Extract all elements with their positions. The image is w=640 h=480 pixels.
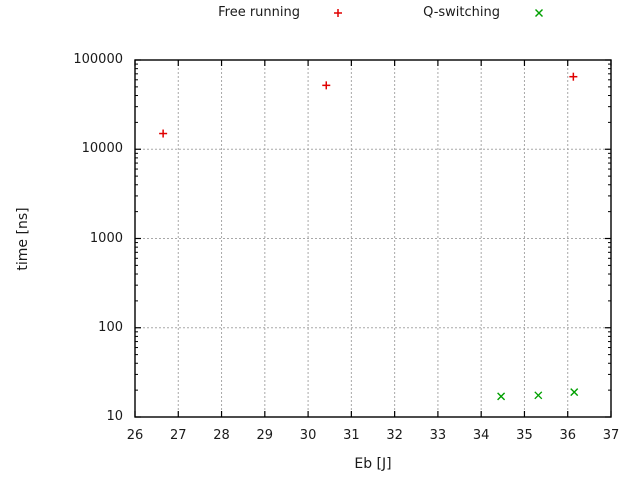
legend-label-q-switching: Q-switching xyxy=(423,5,500,20)
cross-marker-icon xyxy=(534,391,543,400)
x-tick-label: 37 xyxy=(602,428,620,443)
y-tick-label: 100000 xyxy=(73,52,123,67)
x-tick-label: 35 xyxy=(516,428,533,443)
cross-marker-icon xyxy=(535,9,543,17)
y-tick-label: 10 xyxy=(106,409,123,424)
y-axis-label: time [ns] xyxy=(15,207,31,271)
x-tick-label: 32 xyxy=(386,428,403,443)
plus-marker-icon xyxy=(334,9,342,17)
x-tick-label: 31 xyxy=(343,428,360,443)
y-tick-label: 10000 xyxy=(81,141,123,157)
x-axis-label: Eb [J] xyxy=(354,456,392,472)
x-tick-label: 28 xyxy=(213,428,230,443)
cross-marker-icon xyxy=(535,9,543,17)
y-tick-label: 1000 xyxy=(89,230,123,246)
x-tick-label: 36 xyxy=(559,428,576,443)
x-tick-label: 29 xyxy=(256,428,274,443)
x-tick-label: 26 xyxy=(126,428,144,443)
cross-marker-icon xyxy=(497,392,506,401)
x-tick-label: 30 xyxy=(299,428,317,443)
legend-label-free-running: Free running xyxy=(218,5,300,20)
cross-marker-icon xyxy=(570,388,579,397)
x-tick-label: 33 xyxy=(429,428,447,443)
y-tick-label: 100 xyxy=(98,319,123,335)
x-tick-label: 34 xyxy=(472,428,490,443)
x-tick-label: 27 xyxy=(169,428,187,443)
